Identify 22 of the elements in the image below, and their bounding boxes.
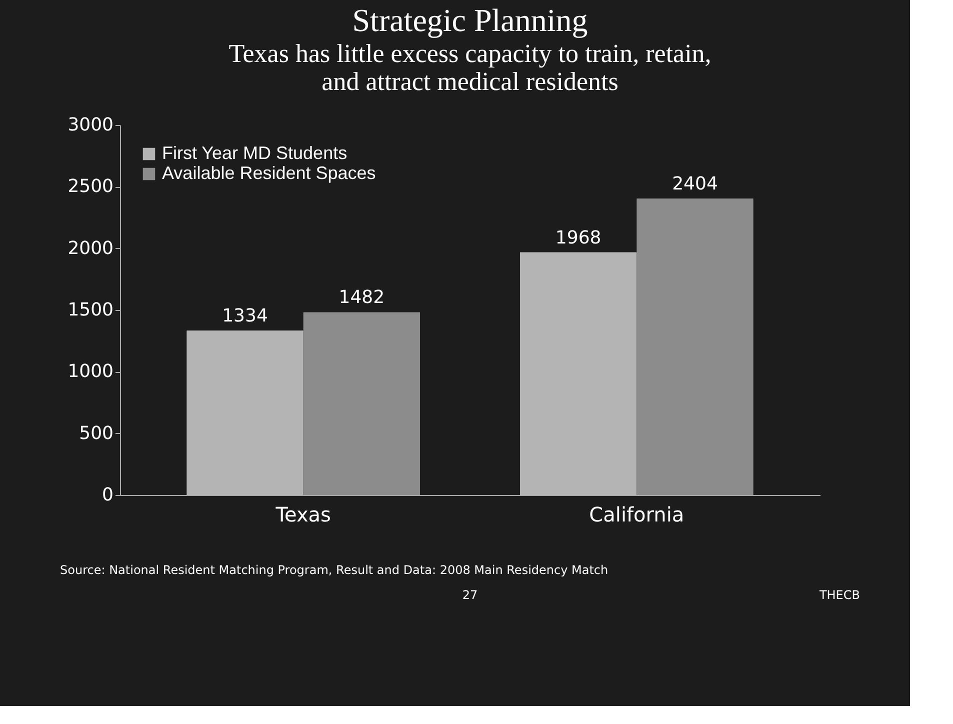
y-tick-label: 0 xyxy=(102,484,114,506)
y-tick-label: 1500 xyxy=(68,300,114,320)
bar xyxy=(636,198,754,495)
text: 27 xyxy=(462,588,478,602)
data-label: 1334 xyxy=(222,305,268,326)
chart-subtitle: Texas has little excess capacity to train, retain, and attract medical residents xyxy=(228,39,712,96)
y-tick-label: 3000 xyxy=(68,114,114,136)
y-tick-label: 2000 xyxy=(68,238,114,259)
chart-title: Strategic Planning xyxy=(352,2,588,38)
legend-label: First Year MD Students xyxy=(162,143,348,163)
bar xyxy=(303,312,420,495)
data-label: 1968 xyxy=(555,227,602,248)
data-label: 1482 xyxy=(338,287,385,308)
y-tick-label: 1000 xyxy=(68,361,114,382)
x-tick-label: Texas xyxy=(274,502,331,526)
x-tick-label: California xyxy=(589,502,684,526)
source-note: Source: National Resident Matching Program, Result and Data: 2008 Main Residency Match xyxy=(60,563,608,577)
data-label: 2404 xyxy=(672,174,718,195)
y-tick-label: 500 xyxy=(79,422,114,444)
text: THECB xyxy=(818,588,860,602)
legend-label: Available Resident Spaces xyxy=(162,163,376,183)
y-tick-label: 2500 xyxy=(68,176,114,198)
